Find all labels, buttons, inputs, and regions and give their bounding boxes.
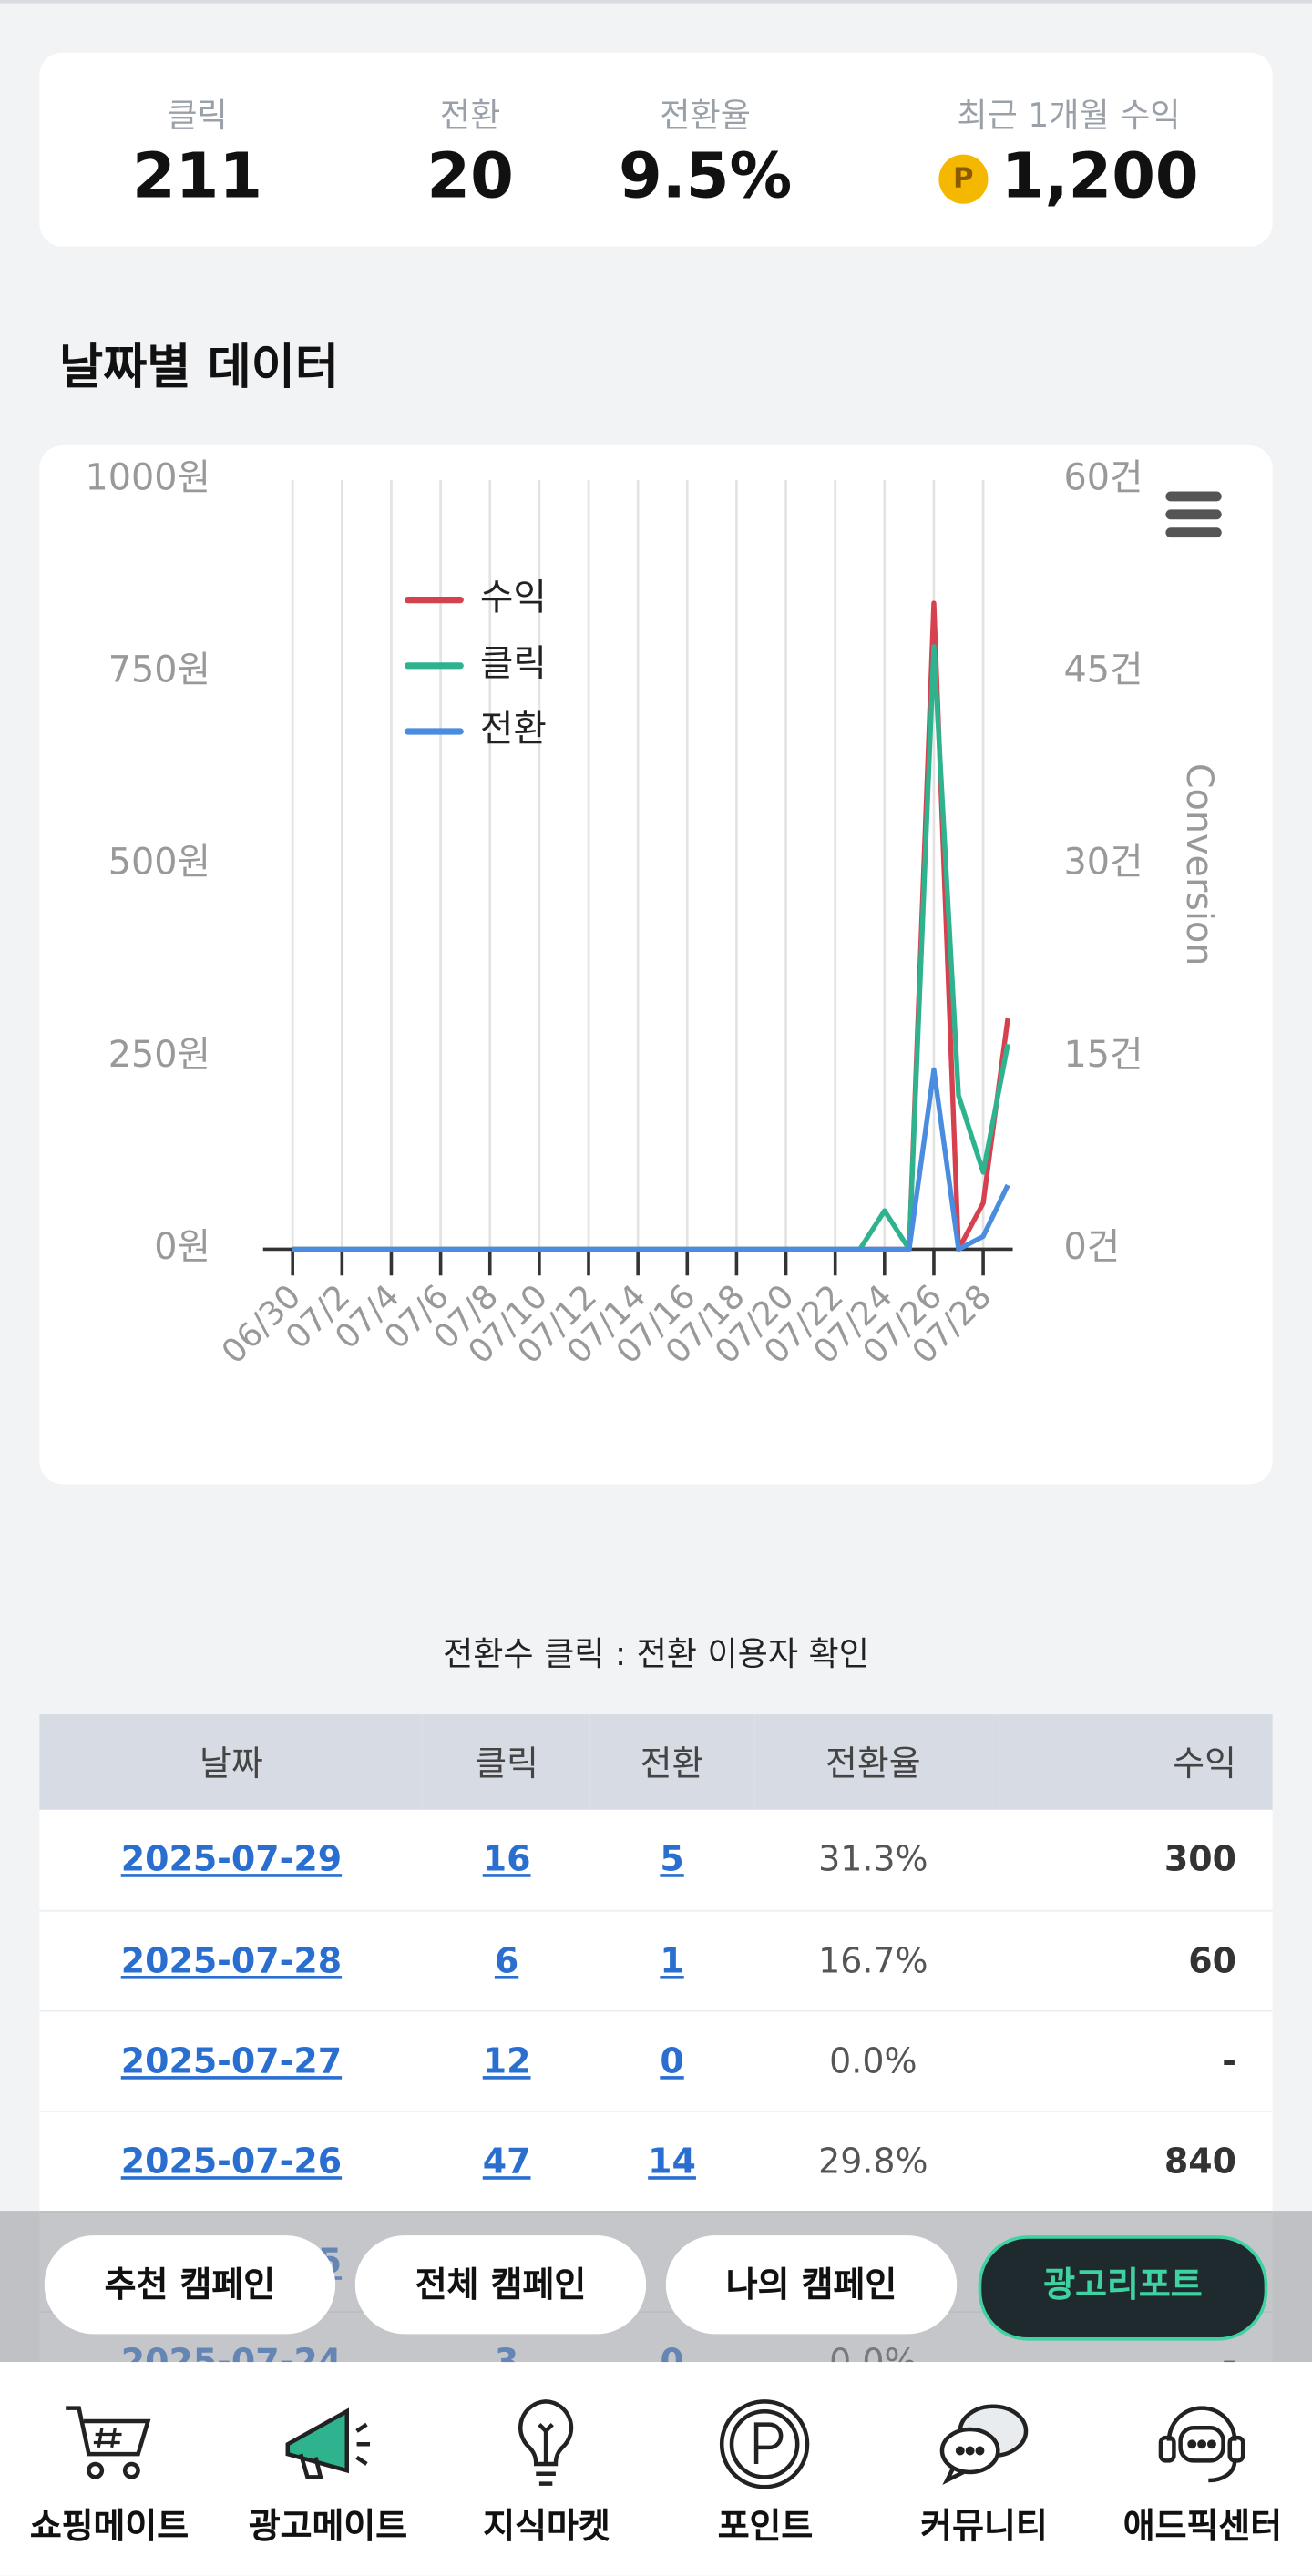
y2-tick-label: 0건 xyxy=(1064,1226,1121,1268)
cell: 31.3% xyxy=(818,1839,928,1879)
stat: 클릭 211 xyxy=(98,88,296,212)
nav-item[interactable]: 광고메이트 xyxy=(219,2362,437,2576)
stat-label: 최근 1개월 수익 xyxy=(957,95,1181,135)
menu-icon[interactable] xyxy=(1165,491,1222,538)
date-link[interactable]: 2025-07-27 xyxy=(120,2040,343,2080)
nav-item[interactable]: 지식마켓 xyxy=(437,2362,656,2576)
nav-icon xyxy=(719,2399,810,2489)
nav-icon xyxy=(939,2404,1029,2486)
bottom-nav: 쇼핑메이트 광고메이트 지식마켓 포인트 커뮤니티 애드픽센터 xyxy=(0,2362,1312,2576)
stats-card xyxy=(39,52,1273,247)
nav-label: 커뮤니티 xyxy=(920,2506,1048,2547)
nav-icon xyxy=(1158,2406,1245,2483)
cell[interactable]: 1 xyxy=(660,1940,684,1980)
cell: 16.7% xyxy=(818,1940,928,1980)
stat: 전환 20 xyxy=(372,88,569,212)
legend-label: 수익 xyxy=(480,577,547,618)
nav-label: 지식마켓 xyxy=(483,2506,610,2547)
header-cell: 전환율 xyxy=(825,1743,921,1784)
stat-value: 20 xyxy=(426,139,514,212)
nav-label: 쇼핑메이트 xyxy=(29,2506,190,2547)
stat-value: 9.5% xyxy=(619,139,793,212)
tab[interactable]: 전체 캠페인 xyxy=(354,2235,647,2335)
cell: 29.8% xyxy=(818,2141,928,2181)
y2-tick-label: 30건 xyxy=(1064,842,1143,884)
coin-icon: P xyxy=(938,154,989,204)
series-line xyxy=(292,600,1010,1252)
tab[interactable]: 추천 캠페인 xyxy=(44,2235,336,2335)
y2-tick-label: 60건 xyxy=(1064,456,1143,498)
stat-label: 클릭 xyxy=(167,95,228,135)
table-caption: 전환수 클릭 : 전환 이용자 확인 xyxy=(443,1633,869,1673)
cell[interactable]: 14 xyxy=(648,2141,696,2181)
legend-label: 클릭 xyxy=(480,642,547,684)
cell: 300 xyxy=(1163,1839,1236,1879)
tab-active[interactable]: 광고리포트 xyxy=(978,2235,1268,2341)
cell[interactable]: 12 xyxy=(482,2040,531,2080)
nav-item[interactable]: 포인트 xyxy=(656,2362,875,2576)
cell[interactable]: 47 xyxy=(482,2141,531,2181)
y-tick-label: 250원 xyxy=(108,1034,210,1076)
tab-bar: 추천 캠페인 전체 캠페인 나의 캠페인 광고리포트 xyxy=(0,2211,1312,2363)
legend-label: 전환 xyxy=(480,709,547,751)
y2-axis-title: Conversion xyxy=(1178,763,1220,966)
cell: 60 xyxy=(1188,1940,1236,1980)
table-row: 2025-07-29 16 5 31.3% 300 xyxy=(39,1810,1273,1910)
y2-tick-label: 45건 xyxy=(1064,649,1143,691)
nav-item[interactable]: 커뮤니티 xyxy=(875,2362,1093,2576)
chart: 06/3007/207/407/607/807/1007/1207/1407/1… xyxy=(85,456,1222,1371)
nav-icon xyxy=(66,2406,151,2479)
stat-value: P 1,200 xyxy=(904,139,1233,212)
table-row: 2025-07-27 12 0 0.0% - xyxy=(39,2010,1273,2111)
cell[interactable]: 0 xyxy=(660,2040,684,2080)
series-line xyxy=(292,1067,1010,1252)
date-link[interactable]: 2025-07-28 xyxy=(120,1940,343,1980)
stat-number: 1,200 xyxy=(1000,139,1199,212)
nav-label: 포인트 xyxy=(717,2506,814,2547)
section-title: 날짜별 데이터 xyxy=(58,338,340,395)
series-line xyxy=(292,644,1010,1252)
y2-tick-label: 15건 xyxy=(1064,1034,1143,1076)
cell[interactable]: 5 xyxy=(660,1839,684,1879)
y-tick-label: 0원 xyxy=(154,1226,210,1268)
cell[interactable]: 16 xyxy=(482,1839,531,1879)
table-row: 2025-07-28 6 1 16.7% 60 xyxy=(39,1910,1273,2010)
header-cell: 수익 xyxy=(1173,1743,1236,1784)
stat: 전환율 9.5% xyxy=(590,88,821,212)
cell: 0.0% xyxy=(829,2040,917,2080)
stat-value: 211 xyxy=(131,139,263,212)
tab[interactable]: 나의 캠페인 xyxy=(665,2235,958,2335)
date-link[interactable]: 2025-07-26 xyxy=(120,2141,343,2181)
table-row: 2025-07-26 47 14 29.8% 840 xyxy=(39,2111,1273,2212)
stat-label: 전환 xyxy=(439,95,501,135)
nav-label: 광고메이트 xyxy=(248,2506,408,2547)
cell: - xyxy=(1222,2040,1236,2080)
nav-item[interactable]: 쇼핑메이트 xyxy=(0,2362,219,2576)
cell: 840 xyxy=(1163,2141,1236,2181)
header-cell: 전환 xyxy=(640,1743,704,1784)
stat: 최근 1개월 수익 P 1,200 xyxy=(904,88,1233,212)
stat-label: 전환율 xyxy=(660,95,751,135)
cell[interactable]: 6 xyxy=(494,1940,519,1980)
nav-label: 애드픽센터 xyxy=(1122,2506,1283,2547)
nav-item[interactable]: 애드픽센터 xyxy=(1093,2362,1312,2576)
table-header: 날짜 클릭 전환 전환율 수익 xyxy=(39,1714,1273,1810)
y-tick-label: 500원 xyxy=(108,842,210,884)
y-tick-label: 750원 xyxy=(108,649,210,691)
y-tick-label: 1000원 xyxy=(85,456,210,498)
nav-icon xyxy=(285,2407,371,2479)
chart-card xyxy=(39,445,1273,1485)
nav-icon xyxy=(518,2399,574,2486)
header-cell: 날짜 xyxy=(200,1743,263,1784)
top-edge xyxy=(0,0,1312,4)
header-cell: 클릭 xyxy=(475,1743,538,1784)
date-link[interactable]: 2025-07-29 xyxy=(120,1839,343,1879)
